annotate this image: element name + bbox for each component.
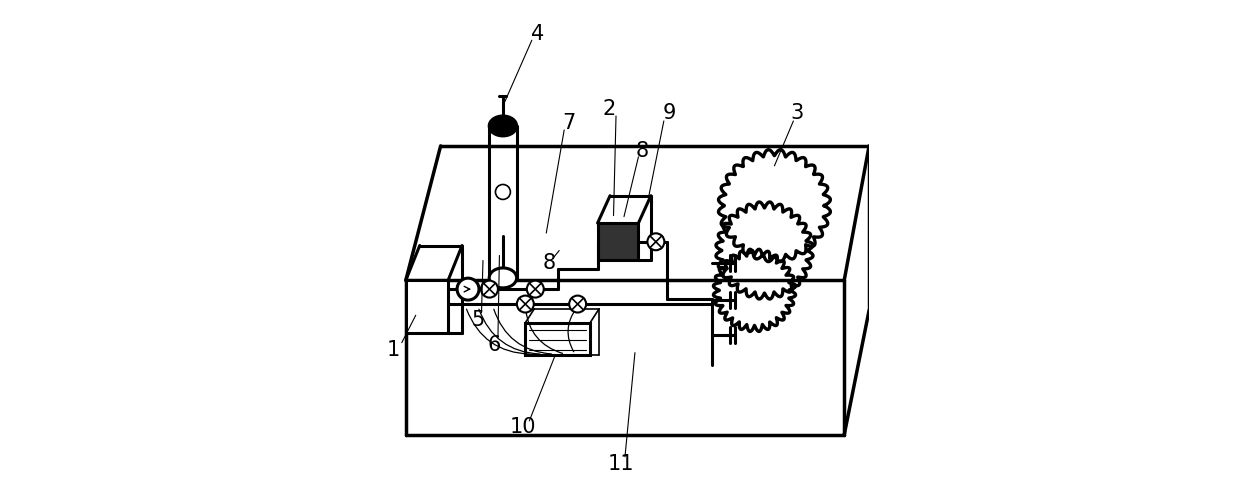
Text: 6: 6	[487, 335, 501, 355]
Circle shape	[569, 296, 587, 313]
Text: 4: 4	[531, 24, 544, 44]
Text: 1: 1	[387, 340, 401, 360]
Text: 2: 2	[603, 99, 616, 119]
Text: 8: 8	[636, 141, 649, 161]
Text: 10: 10	[510, 417, 536, 437]
Text: 5: 5	[471, 310, 485, 330]
Bar	[526, 323, 590, 355]
Circle shape	[458, 278, 479, 300]
Text: 9: 9	[662, 104, 676, 123]
Circle shape	[481, 281, 498, 298]
Circle shape	[496, 184, 511, 199]
Text: 7: 7	[563, 113, 575, 133]
Bar	[598, 223, 639, 261]
Ellipse shape	[490, 268, 517, 288]
Text: 11: 11	[608, 454, 634, 474]
Circle shape	[647, 233, 665, 250]
Circle shape	[527, 281, 544, 298]
Bar	[405, 281, 448, 333]
Ellipse shape	[490, 116, 517, 136]
Circle shape	[517, 296, 533, 313]
Text: 8: 8	[543, 253, 556, 273]
Text: 3: 3	[790, 104, 804, 123]
